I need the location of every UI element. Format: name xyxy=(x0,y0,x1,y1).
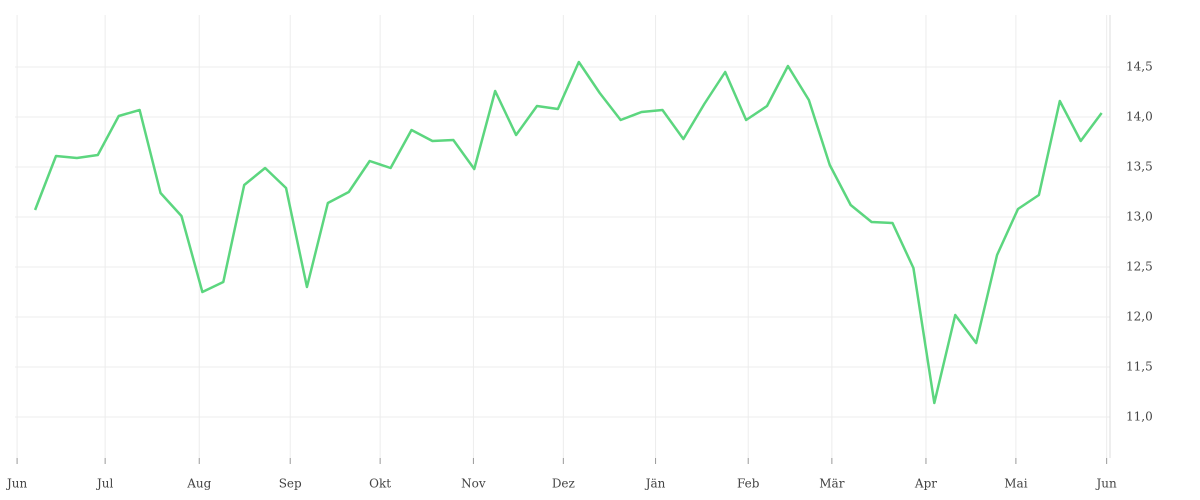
x-tick-label: Nov xyxy=(461,477,486,491)
y-tick-label: 14,5 xyxy=(1126,60,1153,74)
x-tick-label: Jul xyxy=(95,477,114,491)
y-tick-label: 12,5 xyxy=(1126,260,1153,274)
x-tick-label: Dez xyxy=(552,477,575,491)
y-tick-label: 13,0 xyxy=(1126,210,1153,224)
x-tick-label: Feb xyxy=(737,477,760,491)
y-tick-label: 14,0 xyxy=(1126,110,1153,124)
x-tick-label: Sep xyxy=(279,477,302,491)
y-tick-label: 13,5 xyxy=(1126,160,1153,174)
x-tick-label: Aug xyxy=(186,477,211,491)
x-tick-label: Apr xyxy=(914,477,937,491)
x-tick-label: Jun xyxy=(5,477,28,491)
data-line xyxy=(33,60,1103,405)
x-tick-label: Mär xyxy=(819,477,844,491)
y-tick-label: 11,0 xyxy=(1126,410,1153,424)
x-tick-label: Jun xyxy=(1095,477,1118,491)
y-tick-label: 11,5 xyxy=(1126,360,1153,374)
x-tick-label: Okt xyxy=(369,477,391,491)
x-tick-label: Jän xyxy=(644,477,666,491)
y-tick-label: 12,0 xyxy=(1126,310,1153,324)
x-tick-label: Mai xyxy=(1004,477,1027,491)
